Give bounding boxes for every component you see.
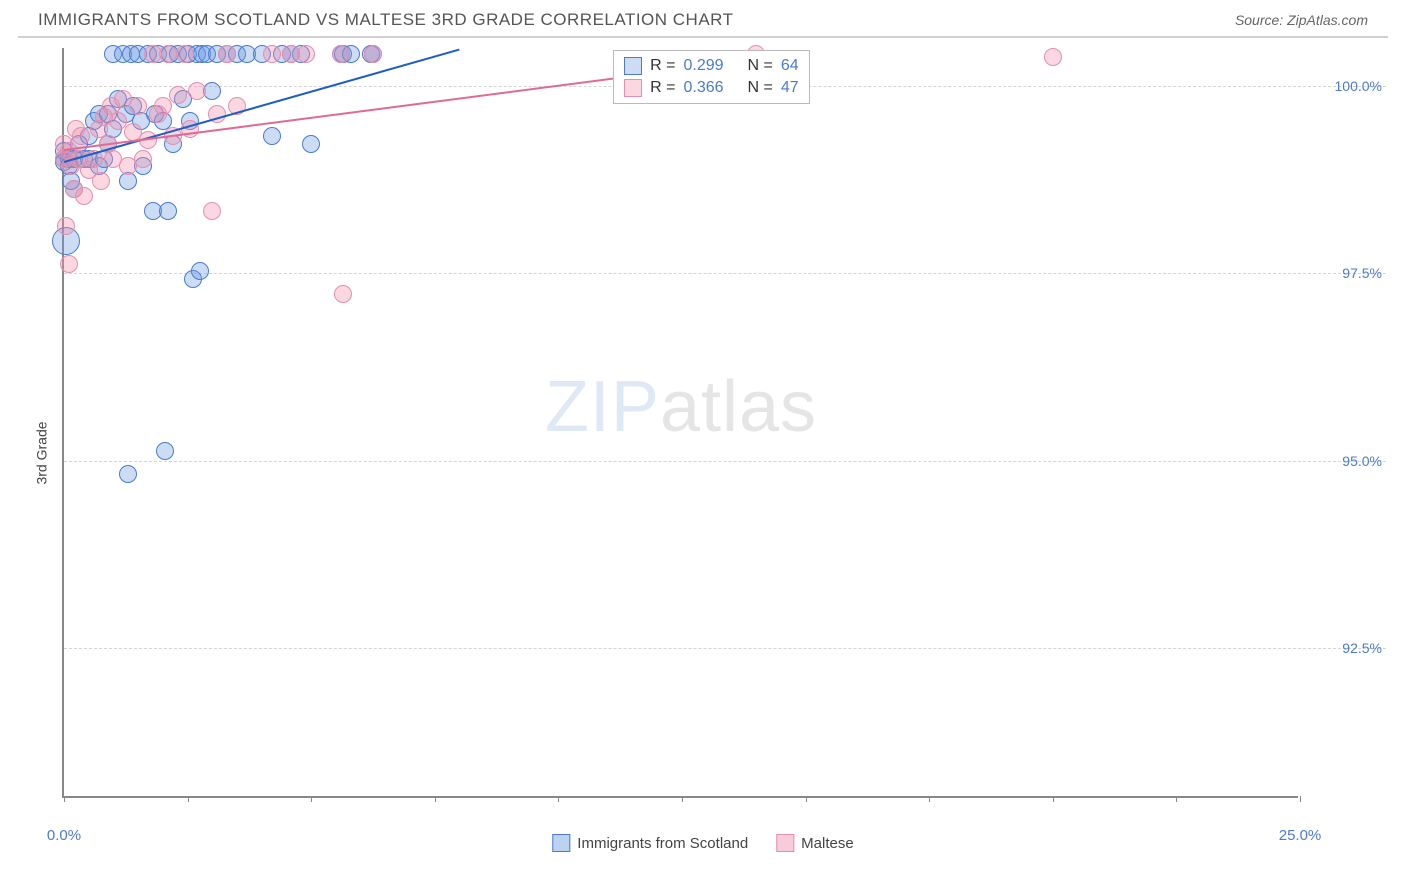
watermark: ZIPatlas <box>545 366 817 448</box>
x-tick-label: 0.0% <box>47 827 81 844</box>
scatter-point <box>169 86 187 104</box>
x-tick-mark <box>311 796 312 802</box>
legend-n-value: 64 <box>781 57 799 75</box>
scatter-point <box>188 82 206 100</box>
y-tick-label: 92.5% <box>1342 640 1382 656</box>
scatter-point <box>129 97 147 115</box>
gridline-h <box>64 461 1386 462</box>
chart-source: Source: ZipAtlas.com <box>1235 12 1368 28</box>
legend-swatch <box>776 834 794 852</box>
legend-n-label: N = <box>748 79 773 97</box>
x-tick-mark <box>806 796 807 802</box>
chart-header: IMMIGRANTS FROM SCOTLAND VS MALTESE 3RD … <box>18 0 1388 38</box>
y-tick-label: 100.0% <box>1335 78 1382 94</box>
plot-area: ZIPatlas 92.5%95.0%97.5%100.0%0.0%25.0%R… <box>62 48 1298 798</box>
x-tick-label: 25.0% <box>1279 827 1322 844</box>
legend-n-value: 47 <box>781 79 799 97</box>
scatter-point <box>263 45 281 63</box>
scatter-point <box>75 187 93 205</box>
x-tick-mark <box>435 796 436 802</box>
bottom-legend: Immigrants from Scotland Maltese <box>552 834 853 852</box>
scatter-point <box>119 465 137 483</box>
x-tick-mark <box>1300 796 1301 802</box>
scatter-point <box>159 45 177 63</box>
scatter-point <box>302 135 320 153</box>
legend-label: Immigrants from Scotland <box>577 835 748 852</box>
legend-swatch <box>624 79 642 97</box>
legend-r-value: 0.299 <box>683 57 723 75</box>
scatter-point <box>203 202 221 220</box>
y-tick-label: 95.0% <box>1342 453 1382 469</box>
chart-container: 3rd Grade ZIPatlas 92.5%95.0%97.5%100.0%… <box>18 38 1388 868</box>
legend-r-label: R = <box>650 57 675 75</box>
legend-label: Maltese <box>801 835 854 852</box>
y-axis-label: 3rd Grade <box>34 421 50 484</box>
x-tick-mark <box>1176 796 1177 802</box>
x-tick-mark <box>64 796 65 802</box>
gridline-h <box>64 648 1386 649</box>
scatter-point <box>72 127 90 145</box>
legend-row: R = 0.366 N = 47 <box>624 77 799 99</box>
scatter-point <box>159 202 177 220</box>
scatter-point <box>332 45 350 63</box>
correlation-legend: R = 0.299 N = 64 R = 0.366 N = 47 <box>613 50 810 104</box>
scatter-point <box>57 217 75 235</box>
x-tick-mark <box>682 796 683 802</box>
gridline-h <box>64 273 1386 274</box>
bottom-legend-item: Maltese <box>776 834 854 852</box>
scatter-point <box>92 172 110 190</box>
scatter-point <box>191 262 209 280</box>
legend-swatch <box>624 57 642 75</box>
legend-swatch <box>552 834 570 852</box>
scatter-point <box>1044 48 1062 66</box>
y-tick-label: 97.5% <box>1342 265 1382 281</box>
legend-r-label: R = <box>650 79 675 97</box>
scatter-point <box>134 150 152 168</box>
x-tick-mark <box>558 796 559 802</box>
legend-row: R = 0.299 N = 64 <box>624 55 799 77</box>
scatter-point <box>156 442 174 460</box>
x-tick-mark <box>1053 796 1054 802</box>
scatter-point <box>176 45 194 63</box>
chart-title: IMMIGRANTS FROM SCOTLAND VS MALTESE 3RD … <box>38 10 734 30</box>
scatter-point <box>297 45 315 63</box>
scatter-point <box>218 45 236 63</box>
scatter-point <box>334 285 352 303</box>
scatter-point <box>60 255 78 273</box>
bottom-legend-item: Immigrants from Scotland <box>552 834 748 852</box>
scatter-point <box>154 97 172 115</box>
x-tick-mark <box>929 796 930 802</box>
scatter-point <box>263 127 281 145</box>
scatter-point <box>364 45 382 63</box>
x-tick-mark <box>188 796 189 802</box>
legend-n-label: N = <box>748 57 773 75</box>
legend-r-value: 0.366 <box>683 79 723 97</box>
